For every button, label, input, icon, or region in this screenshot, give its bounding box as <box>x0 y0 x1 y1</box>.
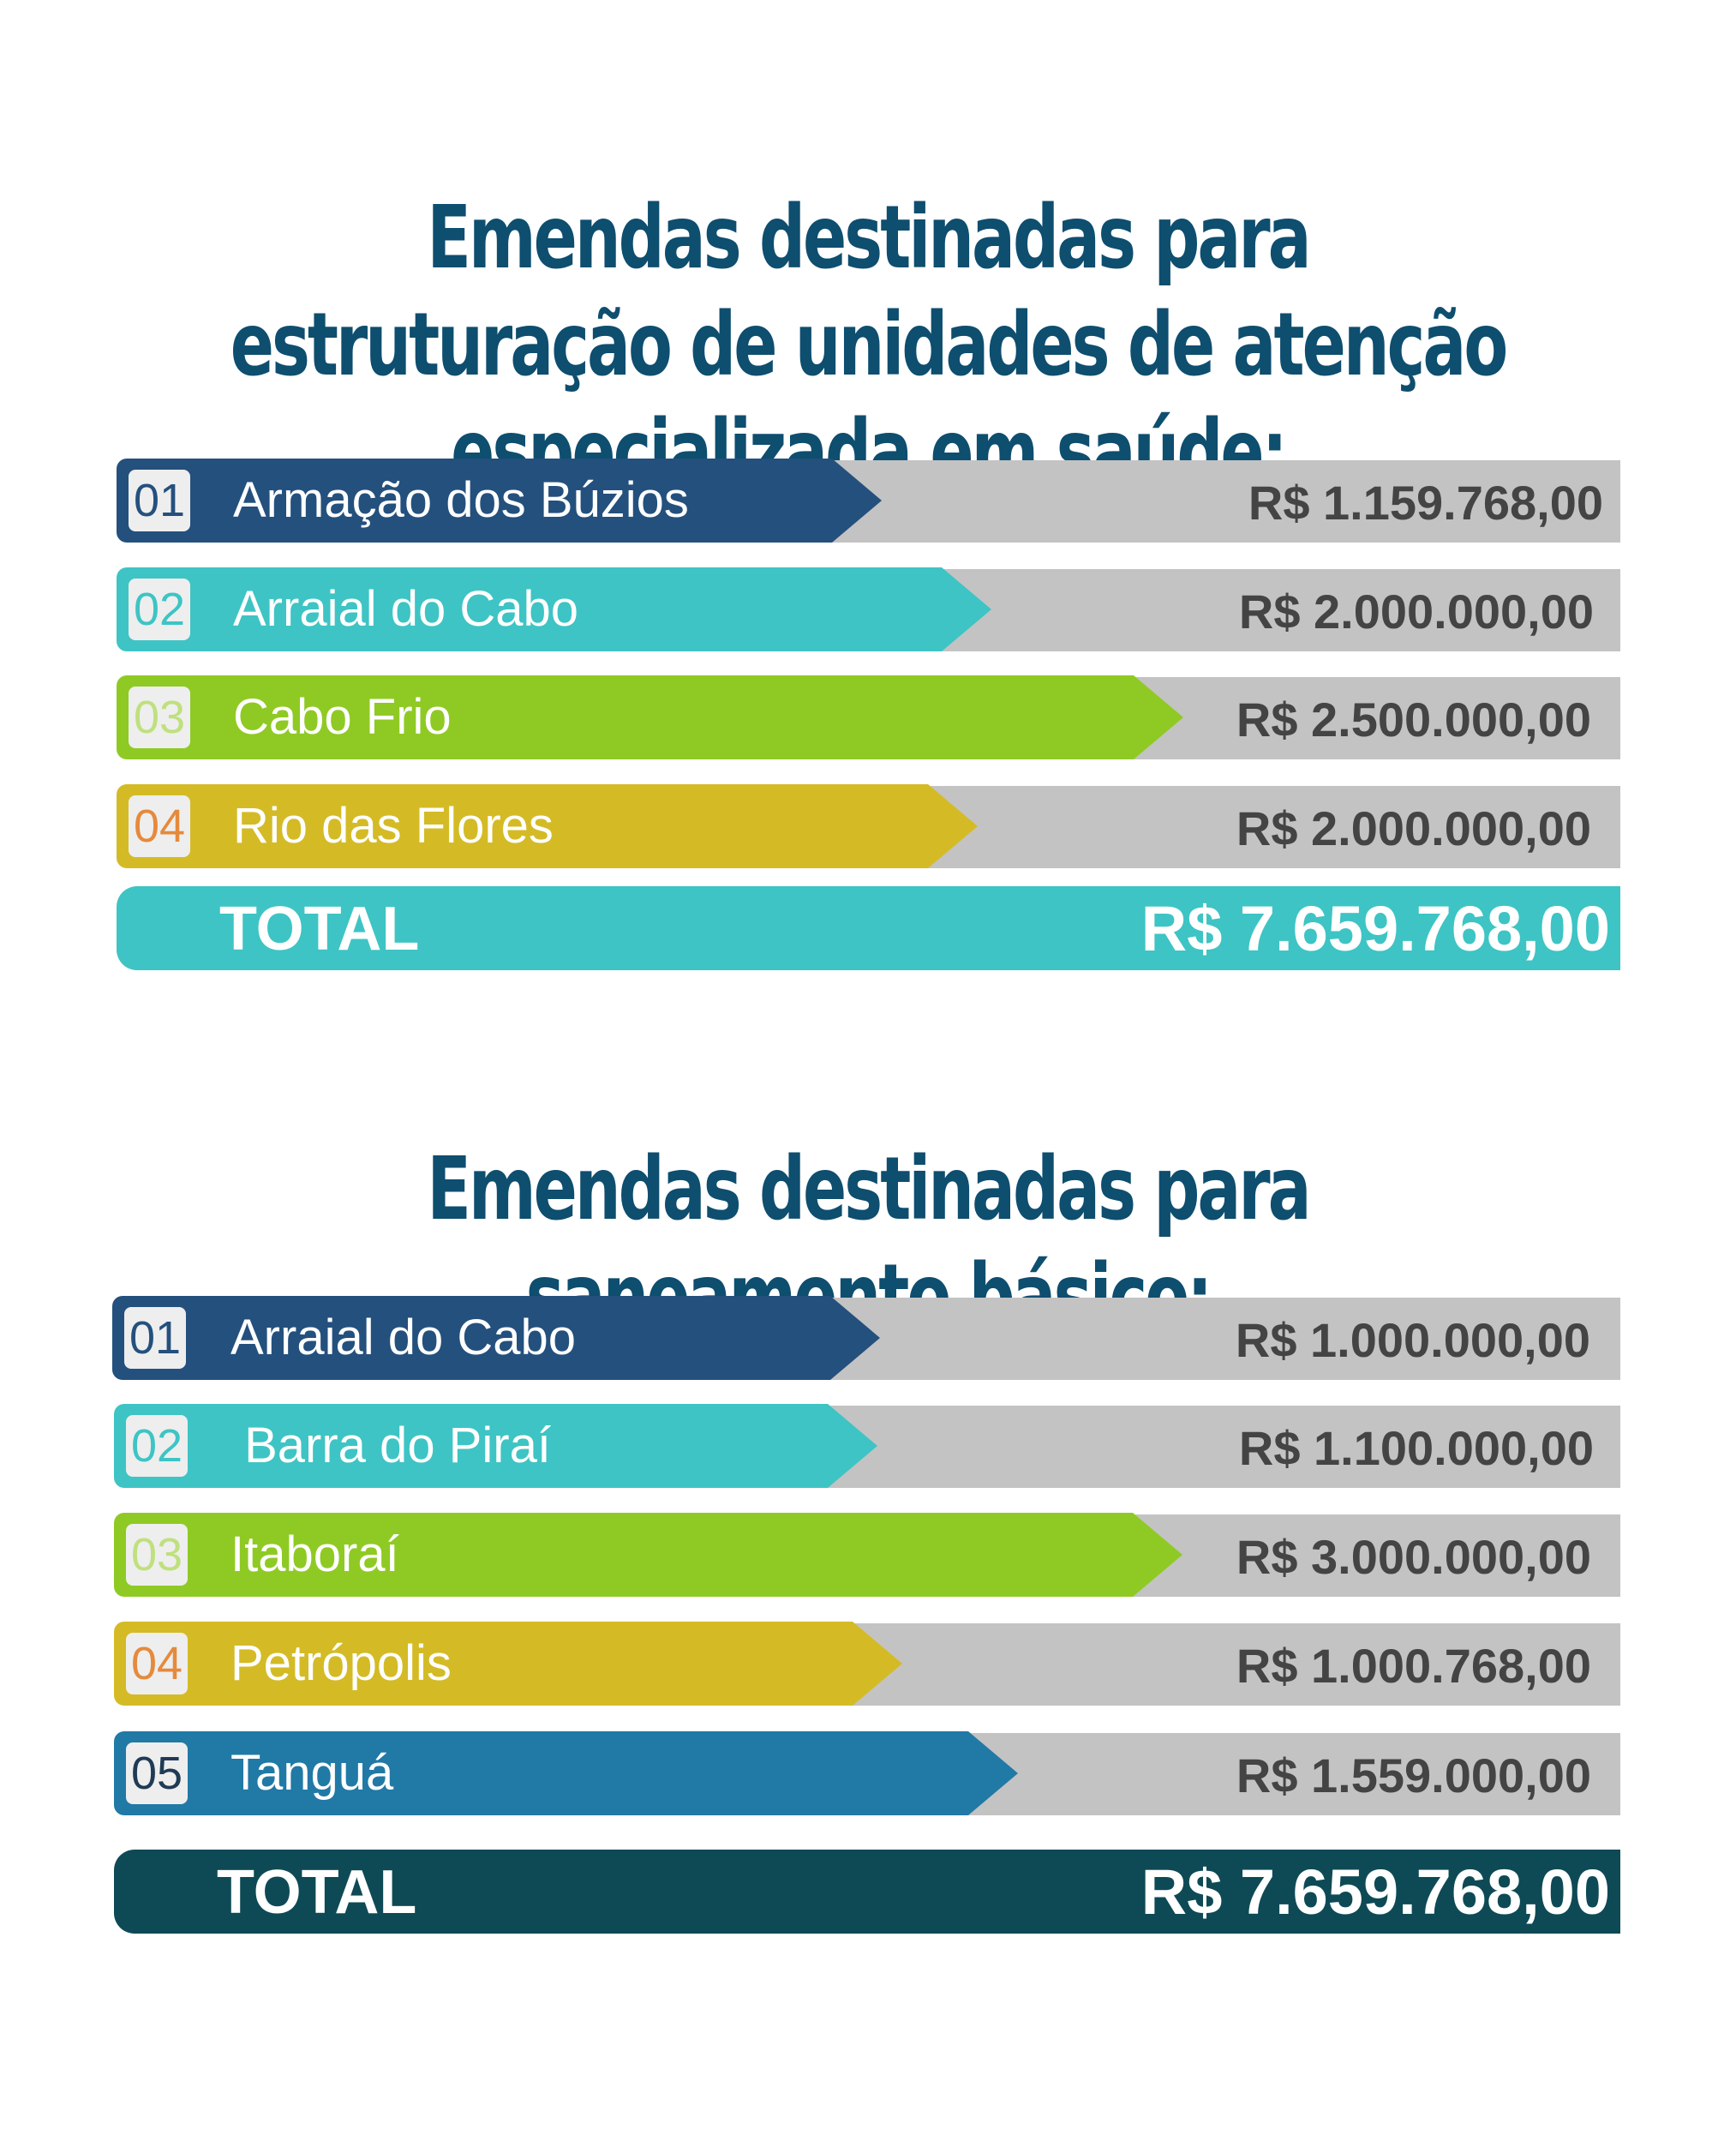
item-number: 04 <box>129 795 190 857</box>
list-item: 04 Rio das Flores R$ 2.000.000,00 <box>117 784 1620 868</box>
name-arrow <box>112 1296 880 1380</box>
amount-band <box>1114 677 1620 759</box>
name-arrow <box>114 1731 1018 1815</box>
item-amount: R$ 1.559.000,00 <box>1236 1748 1591 1802</box>
item-number: 03 <box>129 687 190 748</box>
item-amount: R$ 2.500.000,00 <box>1236 693 1591 747</box>
total-label: TOTAL <box>219 895 420 963</box>
total-value: R$ 7.659.768,00 <box>1140 893 1610 964</box>
item-amount: R$ 1.100.000,00 <box>1238 1421 1594 1475</box>
list-item: 02 Arraial do Cabo R$ 2.000.000,00 <box>117 567 1620 651</box>
item-number: 01 <box>129 470 190 531</box>
name-arrow <box>117 567 991 651</box>
item-name: Tanguá <box>230 1745 394 1801</box>
item-number: 01 <box>124 1307 186 1369</box>
amount-band <box>1113 1514 1620 1597</box>
total-bar: TOTAL R$ 7.659.768,00 <box>117 886 1620 970</box>
name-arrow <box>114 1404 877 1488</box>
item-amount: R$ 3.000.000,00 <box>1236 1530 1591 1584</box>
item-name: Arraial do Cabo <box>233 581 578 637</box>
amount-band <box>913 786 1620 868</box>
total-value: R$ 7.659.768,00 <box>1140 1856 1610 1928</box>
list-item: 03 Cabo Frio R$ 2.500.000,00 <box>117 675 1620 759</box>
item-name: Arraial do Cabo <box>230 1310 576 1365</box>
item-amount: R$ 2.000.000,00 <box>1238 585 1594 639</box>
list-item: 02 Barra do Piraí R$ 1.100.000,00 <box>114 1404 1620 1488</box>
item-name: Rio das Flores <box>233 798 554 854</box>
amount-band <box>832 460 1620 543</box>
name-arrow <box>117 675 1183 759</box>
list-item: 05 Tanguá R$ 1.559.000,00 <box>114 1731 1620 1815</box>
item-number: 05 <box>126 1742 188 1804</box>
name-arrow <box>117 784 978 868</box>
item-name: Barra do Piraí <box>230 1418 551 1473</box>
item-name: Itaboraí <box>230 1526 399 1582</box>
amount-band <box>838 1623 1620 1706</box>
amount-band <box>828 1298 1620 1380</box>
item-name: Petrópolis <box>230 1635 452 1691</box>
item-amount: R$ 1.000.768,00 <box>1236 1639 1591 1693</box>
name-arrow <box>117 459 882 543</box>
section1-title-line1: Emendas destinadas para estruturação de … <box>230 187 1509 396</box>
name-arrow <box>114 1513 1182 1597</box>
list-item: 01 Armação dos Búzios R$ 1.159.768,00 <box>117 459 1620 543</box>
list-item: 04 Petrópolis R$ 1.000.768,00 <box>114 1622 1620 1706</box>
amount-band <box>823 1406 1620 1488</box>
section1-title: Emendas destinadas para estruturação de … <box>225 184 1510 506</box>
item-amount: R$ 2.000.000,00 <box>1236 801 1591 855</box>
item-amount: R$ 1.000.000,00 <box>1235 1313 1590 1367</box>
name-arrow <box>114 1622 902 1706</box>
item-number: 04 <box>126 1633 188 1694</box>
list-item: 01 Arraial do Cabo R$ 1.000.000,00 <box>112 1296 1620 1380</box>
total-bar: TOTAL R$ 7.659.768,00 <box>114 1850 1620 1934</box>
item-number: 02 <box>126 1415 188 1477</box>
item-name: Armação dos Búzios <box>233 472 689 528</box>
item-name: Cabo Frio <box>233 689 452 745</box>
amount-band <box>926 569 1620 651</box>
item-amount: R$ 1.159.768,00 <box>1248 476 1603 530</box>
total-label: TOTAL <box>217 1858 417 1927</box>
list-item: 03 Itaboraí R$ 3.000.000,00 <box>114 1513 1620 1597</box>
amount-band <box>952 1733 1620 1815</box>
item-number: 03 <box>126 1524 188 1586</box>
item-number: 02 <box>129 579 190 640</box>
